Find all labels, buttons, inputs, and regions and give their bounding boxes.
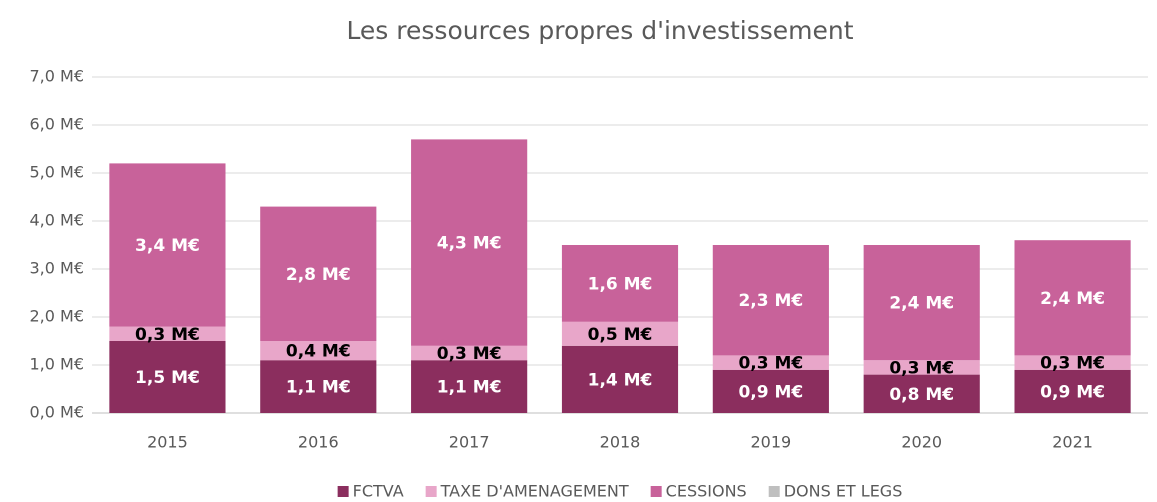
data-label: 0,3 M€ [1040, 354, 1105, 374]
bar-segment [863, 374, 980, 413]
y-tick-label: 4,0 M€ [29, 211, 84, 230]
bar-segment [109, 326, 226, 341]
data-label: 1,1 M€ [286, 378, 351, 398]
data-label: 2,4 M€ [889, 294, 954, 314]
data-label: 1,5 M€ [135, 368, 200, 388]
legend-swatch [337, 486, 349, 497]
data-label: 0,9 M€ [738, 382, 803, 402]
data-label: 0,9 M€ [1040, 382, 1105, 402]
legend-label: CESSIONS [666, 482, 747, 501]
y-tick-label: 2,0 M€ [29, 307, 84, 326]
bar-segment [863, 245, 980, 361]
bar-segment [411, 360, 528, 413]
y-tick-label: 3,0 M€ [29, 259, 84, 278]
bar-segment [863, 360, 980, 375]
legend-label: DONS ET LEGS [784, 482, 903, 501]
x-tick-label: 2017 [449, 433, 490, 452]
legend-label: FCTVA [353, 482, 404, 501]
data-label: 2,3 M€ [738, 291, 803, 311]
x-tick-label: 2015 [147, 433, 188, 452]
y-tick-label: 5,0 M€ [29, 163, 84, 182]
data-label: 0,3 M€ [889, 358, 954, 378]
x-tick-label: 2018 [600, 433, 641, 452]
data-label: 1,6 M€ [588, 274, 653, 294]
data-label: 0,3 M€ [135, 325, 200, 345]
bar-segment [109, 163, 226, 327]
bar-segment [561, 321, 679, 346]
bar-segment [1014, 369, 1131, 413]
bar-segment [1014, 240, 1131, 356]
data-label: 0,8 M€ [889, 385, 954, 405]
bar-segment [712, 369, 829, 413]
y-tick-label: 7,0 M€ [29, 67, 84, 86]
y-tick-label: 0,0 M€ [29, 403, 84, 422]
data-label: 2,8 M€ [286, 265, 351, 285]
legend-label: TAXE D'AMENAGEMENT [440, 482, 629, 501]
bar-segment [1014, 355, 1131, 370]
data-label: 1,4 M€ [588, 370, 653, 390]
bar-segment [260, 360, 377, 413]
bar-segment [260, 341, 377, 361]
x-tick-label: 2019 [750, 433, 791, 452]
bar-segment [260, 206, 377, 341]
data-label: 0,3 M€ [738, 354, 803, 374]
y-tick-label: 6,0 M€ [29, 115, 84, 134]
data-label: 0,4 M€ [286, 342, 351, 362]
data-label: 2,4 M€ [1040, 289, 1105, 309]
bar-segment [712, 355, 829, 370]
y-tick-label: 1,0 M€ [29, 355, 84, 374]
x-tick-label: 2020 [901, 433, 942, 452]
legend-swatch [650, 486, 662, 497]
x-tick-label: 2021 [1052, 433, 1093, 452]
bar-segment [411, 345, 528, 361]
bar-segment [712, 245, 829, 356]
data-label: 3,4 M€ [135, 236, 200, 256]
data-label: 4,3 M€ [437, 234, 502, 254]
legend-swatch [425, 486, 437, 497]
chart-title: Les ressources propres d'investissement [346, 16, 853, 45]
data-label: 0,5 M€ [588, 325, 653, 345]
data-label: 0,3 M€ [437, 344, 502, 364]
bar-segment [109, 341, 226, 413]
bar-segment [561, 345, 679, 413]
bar-segment [561, 245, 679, 322]
bar-segment [411, 139, 528, 346]
data-label: 1,1 M€ [437, 378, 502, 398]
legend-swatch [768, 486, 780, 497]
x-tick-label: 2016 [298, 433, 339, 452]
